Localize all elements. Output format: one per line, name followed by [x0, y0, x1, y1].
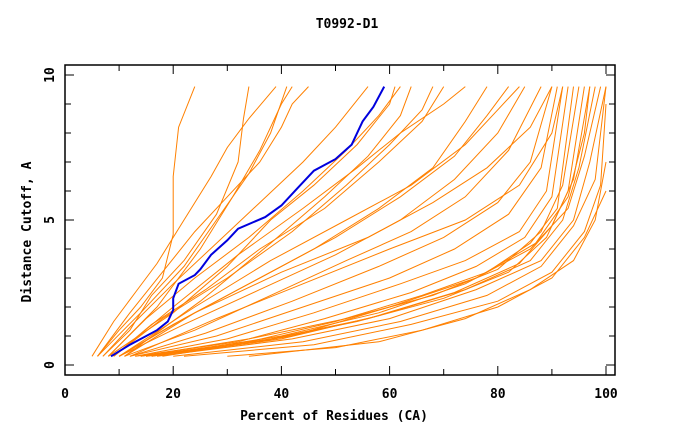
model-line-23 — [151, 86, 602, 357]
model-line-21 — [146, 86, 591, 357]
model-line-8 — [113, 86, 445, 357]
model-line-14 — [129, 86, 553, 357]
model-line-24 — [156, 86, 607, 357]
model-line-1 — [97, 86, 196, 357]
y-tick-label: 0 — [43, 361, 58, 369]
x-tick-label: 40 — [274, 387, 290, 402]
tick-labels: 0 20 40 60 80 100 0 5 10 — [43, 67, 618, 402]
model-line-31 — [129, 86, 564, 357]
chart-title: T0992-D1 — [316, 17, 379, 32]
highlight-line — [110, 86, 386, 358]
series-lines — [91, 86, 607, 358]
model-line-34 — [162, 86, 591, 357]
model-line-3 — [97, 86, 309, 357]
x-tick-label: 80 — [490, 387, 506, 402]
x-tick-label: 0 — [61, 387, 69, 402]
model-line-26 — [183, 103, 607, 357]
model-line-12 — [124, 86, 542, 357]
model-line-13 — [108, 86, 396, 357]
model-line-32 — [227, 190, 607, 357]
model-line-25 — [173, 86, 607, 357]
model-line-9 — [113, 86, 434, 357]
model-line-2 — [91, 86, 277, 357]
model-line-28 — [124, 86, 553, 357]
model-line-19 — [140, 86, 580, 357]
model-line-6 — [107, 86, 401, 357]
model-line-7 — [97, 86, 288, 357]
model-line-4 — [102, 86, 250, 357]
model-line-29 — [118, 86, 520, 357]
model-line-15 — [129, 86, 558, 357]
model-line-16 — [135, 86, 564, 357]
model-line-33 — [248, 161, 607, 357]
model-line-36 — [124, 86, 412, 357]
x-tick-label: 20 — [165, 387, 181, 402]
model-line-30 — [113, 86, 466, 357]
x-axis-label: Percent of Residues (CA) — [240, 409, 428, 424]
y-tick-label: 5 — [43, 216, 58, 224]
model-line-17 — [135, 86, 569, 357]
x-tick-label: 60 — [382, 387, 398, 402]
x-tick-label: 100 — [594, 387, 618, 402]
model-line-35 — [107, 86, 293, 357]
model-line-22 — [151, 86, 596, 357]
y-tick-label: 10 — [43, 67, 58, 83]
axis-ticks — [64, 65, 615, 375]
model-line-27 — [118, 86, 510, 357]
model-line-5 — [102, 86, 369, 357]
y-axis-label: Distance Cutoff, A — [20, 161, 35, 302]
